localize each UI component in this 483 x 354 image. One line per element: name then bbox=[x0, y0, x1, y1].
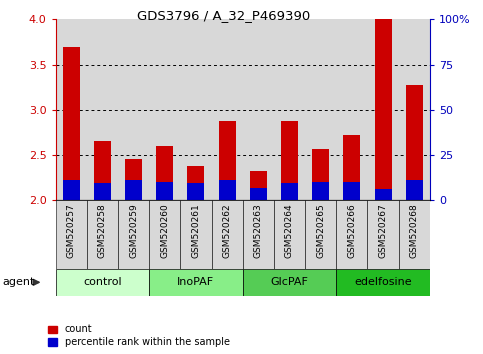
Bar bbox=[343, 135, 360, 200]
FancyBboxPatch shape bbox=[118, 200, 149, 269]
FancyBboxPatch shape bbox=[212, 200, 242, 269]
Text: GSM520259: GSM520259 bbox=[129, 204, 138, 258]
Bar bbox=[94, 183, 111, 200]
Bar bbox=[63, 46, 80, 200]
Text: GSM520262: GSM520262 bbox=[223, 204, 232, 258]
FancyBboxPatch shape bbox=[242, 200, 274, 269]
FancyBboxPatch shape bbox=[336, 200, 368, 269]
Bar bbox=[250, 171, 267, 200]
FancyBboxPatch shape bbox=[368, 200, 398, 269]
Bar bbox=[312, 182, 329, 200]
Bar bbox=[149, 19, 180, 200]
Text: GDS3796 / A_32_P469390: GDS3796 / A_32_P469390 bbox=[137, 9, 311, 22]
Bar bbox=[187, 183, 204, 200]
Text: GSM520261: GSM520261 bbox=[191, 204, 200, 258]
FancyBboxPatch shape bbox=[56, 269, 149, 296]
Bar bbox=[398, 19, 430, 200]
Bar bbox=[343, 182, 360, 200]
Bar bbox=[368, 19, 398, 200]
Text: GSM520258: GSM520258 bbox=[98, 204, 107, 258]
Text: GSM520266: GSM520266 bbox=[347, 204, 356, 258]
Text: GSM520268: GSM520268 bbox=[410, 204, 419, 258]
FancyBboxPatch shape bbox=[336, 269, 430, 296]
Bar bbox=[87, 19, 118, 200]
Bar bbox=[312, 149, 329, 200]
Text: GSM520265: GSM520265 bbox=[316, 204, 325, 258]
FancyBboxPatch shape bbox=[56, 200, 87, 269]
Bar bbox=[180, 19, 212, 200]
Text: GSM520264: GSM520264 bbox=[285, 204, 294, 258]
Bar bbox=[374, 19, 392, 200]
Legend: count, percentile rank within the sample: count, percentile rank within the sample bbox=[48, 325, 230, 347]
Text: GSM520257: GSM520257 bbox=[67, 204, 76, 258]
Bar bbox=[187, 166, 204, 200]
Bar bbox=[125, 180, 142, 200]
Text: control: control bbox=[83, 277, 122, 287]
FancyBboxPatch shape bbox=[398, 200, 430, 269]
Text: GSM520267: GSM520267 bbox=[379, 204, 387, 258]
FancyBboxPatch shape bbox=[180, 200, 212, 269]
FancyBboxPatch shape bbox=[242, 269, 336, 296]
Bar bbox=[406, 85, 423, 200]
Text: GSM520263: GSM520263 bbox=[254, 204, 263, 258]
FancyBboxPatch shape bbox=[149, 200, 180, 269]
FancyBboxPatch shape bbox=[305, 200, 336, 269]
Text: GlcPAF: GlcPAF bbox=[270, 277, 309, 287]
Text: edelfosine: edelfosine bbox=[354, 277, 412, 287]
Bar bbox=[212, 19, 242, 200]
Bar bbox=[218, 121, 236, 200]
Bar bbox=[125, 159, 142, 200]
Bar bbox=[336, 19, 368, 200]
Bar bbox=[242, 19, 274, 200]
Bar bbox=[218, 180, 236, 200]
Bar bbox=[374, 189, 392, 200]
FancyBboxPatch shape bbox=[274, 200, 305, 269]
Bar bbox=[63, 180, 80, 200]
Bar bbox=[281, 183, 298, 200]
Text: InoPAF: InoPAF bbox=[177, 277, 214, 287]
Bar bbox=[156, 146, 173, 200]
Bar bbox=[94, 141, 111, 200]
FancyBboxPatch shape bbox=[149, 269, 242, 296]
Text: GSM520260: GSM520260 bbox=[160, 204, 169, 258]
Bar bbox=[406, 180, 423, 200]
Text: agent: agent bbox=[2, 277, 35, 287]
FancyBboxPatch shape bbox=[87, 200, 118, 269]
Bar bbox=[56, 19, 87, 200]
Bar bbox=[281, 121, 298, 200]
Bar bbox=[118, 19, 149, 200]
Bar bbox=[250, 188, 267, 200]
Bar bbox=[156, 182, 173, 200]
Bar bbox=[274, 19, 305, 200]
Bar bbox=[305, 19, 336, 200]
